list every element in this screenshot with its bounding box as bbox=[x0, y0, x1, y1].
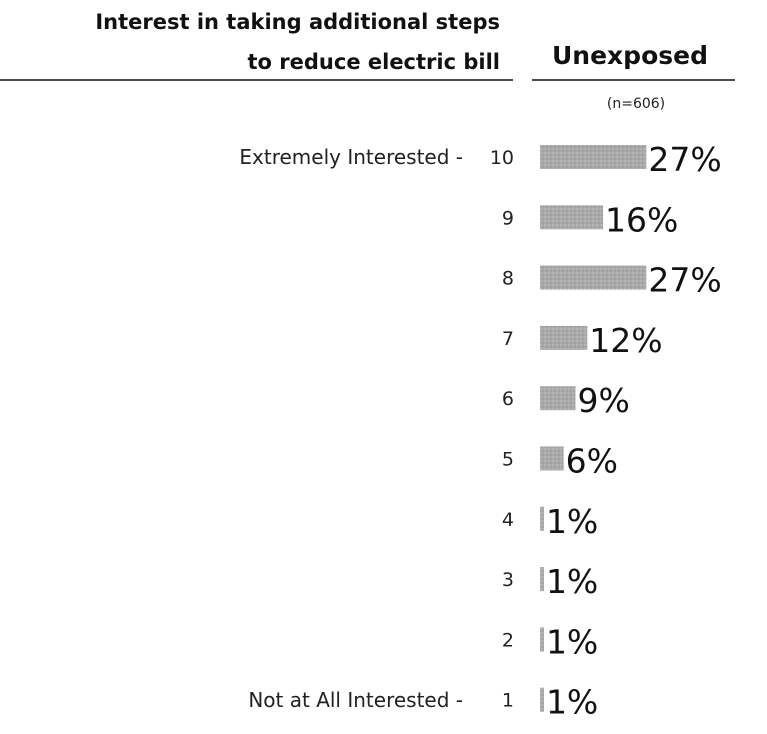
data-label-3: 1% bbox=[546, 562, 598, 601]
data-label-6: 9% bbox=[577, 381, 629, 420]
data-label-2: 1% bbox=[546, 622, 598, 661]
category-tick-labels: 10 9 8 7 6 5 4 3 2 1 bbox=[490, 147, 514, 712]
data-labels: 27% 16% 27% 12% 9% 6% 1% 1% 1% 1% bbox=[546, 140, 722, 722]
bars bbox=[540, 145, 647, 712]
chart-title-line-1: Interest in taking additional steps bbox=[95, 10, 500, 34]
bar-6 bbox=[540, 386, 576, 411]
bar-4 bbox=[540, 506, 544, 531]
category-tick-label-3: 3 bbox=[502, 569, 514, 591]
scale-bottom-anchor-label: Not at All Interested - bbox=[248, 688, 463, 712]
bar-9 bbox=[540, 205, 604, 230]
sample-size-label: (n=606) bbox=[607, 96, 665, 112]
bar-1 bbox=[540, 687, 544, 712]
data-label-10: 27% bbox=[648, 140, 721, 179]
bar-3 bbox=[540, 567, 544, 592]
category-tick-label-5: 5 bbox=[502, 449, 514, 471]
category-tick-label-10: 10 bbox=[490, 147, 514, 169]
bar-8 bbox=[540, 265, 647, 290]
category-tick-label-9: 9 bbox=[502, 207, 514, 229]
category-tick-label-4: 4 bbox=[502, 509, 514, 531]
bar-5 bbox=[540, 446, 564, 471]
bar-10 bbox=[540, 145, 647, 169]
data-label-4: 1% bbox=[546, 502, 598, 541]
bar-7 bbox=[540, 325, 588, 350]
data-label-5: 6% bbox=[566, 442, 618, 481]
category-tick-label-2: 2 bbox=[502, 629, 514, 651]
category-tick-label-6: 6 bbox=[502, 388, 514, 410]
data-label-7: 12% bbox=[589, 321, 662, 360]
bar-2 bbox=[540, 627, 544, 652]
scale-top-anchor-label: Extremely Interested - bbox=[239, 145, 463, 169]
category-tick-label-1: 1 bbox=[502, 690, 514, 712]
data-label-9: 16% bbox=[605, 200, 678, 239]
data-label-1: 1% bbox=[546, 683, 598, 722]
chart-title-line-2: to reduce electric bill bbox=[248, 50, 500, 74]
data-label-8: 27% bbox=[648, 261, 721, 300]
series-column-header: Unexposed bbox=[552, 41, 708, 70]
category-tick-label-7: 7 bbox=[502, 328, 514, 350]
category-tick-label-8: 8 bbox=[502, 268, 514, 290]
